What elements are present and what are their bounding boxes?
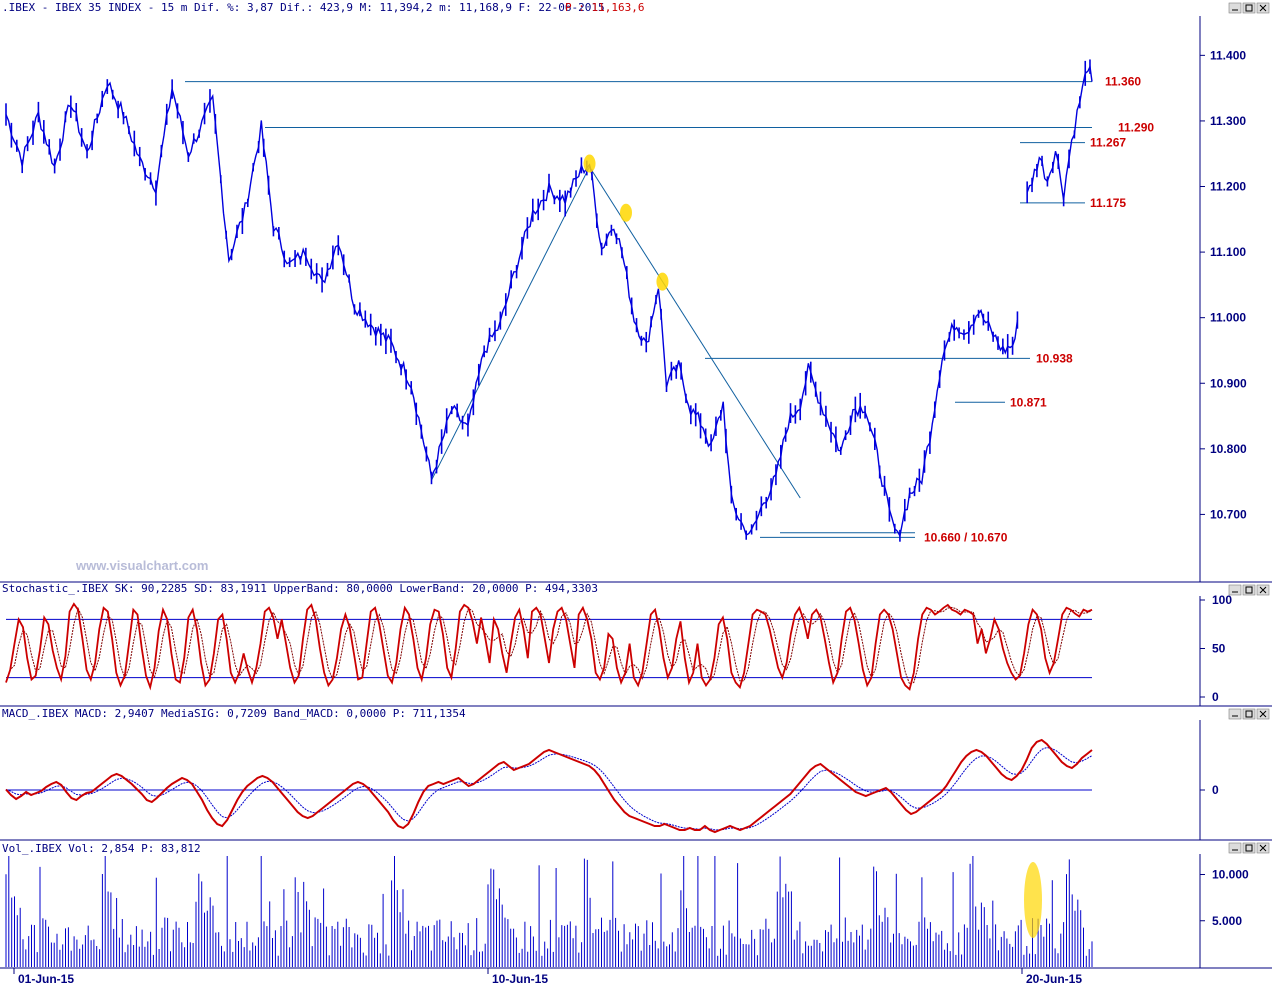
date-label: 10-Jun-15 xyxy=(492,972,548,986)
date-label: 01-Jun-15 xyxy=(18,972,74,986)
minimize-icon[interactable] xyxy=(1228,842,1242,854)
highlight-markers xyxy=(583,154,669,291)
price-series xyxy=(5,59,1093,542)
stochastic-axis-label: 50 xyxy=(1212,642,1226,656)
level-label: 11.360 xyxy=(1105,75,1141,89)
restore-icon[interactable] xyxy=(1242,842,1256,854)
minimize-icon[interactable] xyxy=(1228,2,1242,14)
macd-title: MACD_.IBEX MACD: 2,9407 MediaSIG: 0,7209… xyxy=(2,707,466,720)
price-axis-label: 11.100 xyxy=(1210,245,1246,259)
level-label: 11.267 xyxy=(1090,136,1126,150)
date-label: 20-Jun-15 xyxy=(1026,972,1082,986)
watermark: www.visualchart.com xyxy=(75,558,208,573)
level-label: 10.938 xyxy=(1036,351,1073,365)
price-axis-label: 10.800 xyxy=(1210,442,1247,456)
volume-axis-label: 10.000 xyxy=(1212,868,1249,882)
macd-line xyxy=(5,738,1093,834)
price-axis-label: 11.200 xyxy=(1210,180,1246,194)
panel-frames xyxy=(0,16,1272,969)
price-axis-label: 10.900 xyxy=(1210,376,1247,390)
window-controls-macd[interactable] xyxy=(1228,708,1270,720)
window-controls-volume[interactable] xyxy=(1228,842,1270,854)
macd-axis-label: 0 xyxy=(1212,783,1219,797)
highlight-marker xyxy=(619,203,632,222)
price-axis-label: 10.700 xyxy=(1210,507,1247,521)
chart-header-price: P : 11,163,6 xyxy=(565,1,644,14)
price-axis: 11.400 11.300 11.200 11.100 11.000 10.900 10.8… xyxy=(1200,48,1247,521)
minimize-icon[interactable] xyxy=(1228,708,1242,720)
level-label: 10.660 / 10.670 xyxy=(924,530,1008,544)
stochastic-axis-label: 0 xyxy=(1212,690,1219,704)
volume-panel: 10.000 5.000 xyxy=(5,856,1249,967)
trendlines xyxy=(431,166,801,499)
trendline xyxy=(589,166,801,499)
window-controls-main[interactable] xyxy=(1228,2,1270,14)
chart-header-title: .IBEX - IBEX 35 INDEX - 15 m Dif. %: 3,8… xyxy=(2,1,605,14)
stochastic-title: Stochastic_.IBEX SK: 90,2285 SD: 83,1911… xyxy=(2,582,598,595)
stochastic-sk-line xyxy=(5,602,1093,691)
trendline xyxy=(431,166,590,481)
price-axis-label: 11.000 xyxy=(1210,311,1246,325)
price-axis-label: 11.400 xyxy=(1210,48,1246,62)
support-resistance-levels: 11.360 11.290 11.267 11.175 10.938 10.871 10.6… xyxy=(185,75,1154,544)
level-label: 11.175 xyxy=(1090,196,1126,210)
restore-icon[interactable] xyxy=(1242,584,1256,596)
macd-panel: 0 xyxy=(5,738,1219,834)
volume-highlight-marker xyxy=(1024,862,1042,938)
volume-title: Vol_.IBEX Vol: 2,854 P: 83,812 xyxy=(2,842,201,855)
macd-signal-line xyxy=(5,746,1093,831)
price-line xyxy=(5,64,1093,538)
level-label: 10.871 xyxy=(1010,395,1047,409)
stochastic-panel: 100 50 0 xyxy=(5,593,1232,704)
restore-icon[interactable] xyxy=(1242,2,1256,14)
date-axis: 01-Jun-15 10-Jun-15 20-Jun-15 xyxy=(13,968,1082,986)
level-label: 11.290 xyxy=(1118,120,1154,134)
highlight-marker xyxy=(656,272,669,291)
restore-icon[interactable] xyxy=(1242,708,1256,720)
minimize-icon[interactable] xyxy=(1228,584,1242,596)
price-axis-label: 11.300 xyxy=(1210,114,1246,128)
window-controls-stochastic[interactable] xyxy=(1228,584,1270,596)
highlight-marker xyxy=(583,154,596,173)
stochastic-axis-label: 100 xyxy=(1212,593,1232,607)
volume-axis-label: 5.000 xyxy=(1212,914,1242,928)
